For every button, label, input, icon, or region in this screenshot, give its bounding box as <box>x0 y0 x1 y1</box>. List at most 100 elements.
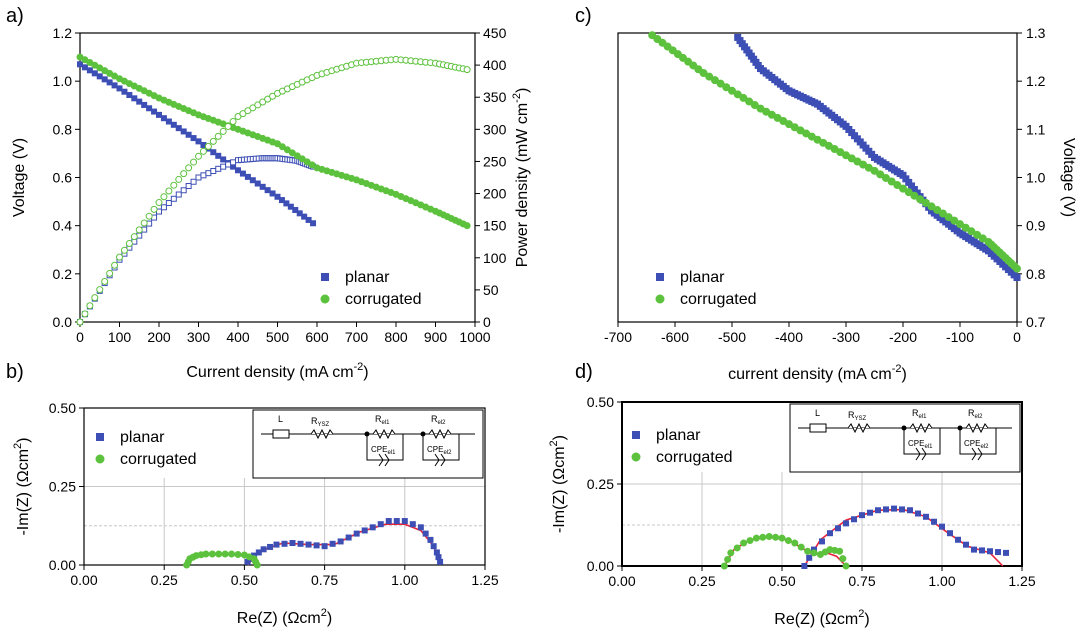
data-point-corrugated <box>96 286 104 294</box>
data-point-planar <box>220 156 227 163</box>
data-point-corrugated <box>722 83 731 92</box>
data-point-corrugated <box>175 175 183 183</box>
y-axis-title: Voltage (V) <box>11 138 28 217</box>
data-point-corrugated <box>759 533 767 541</box>
x-tick-label: 0 <box>76 329 84 345</box>
data-point-corrugated <box>772 533 780 541</box>
x-axis-title: current density (mA cm-2) <box>728 363 907 383</box>
data-point-corrugated <box>724 555 732 563</box>
data-point-corrugated <box>293 152 301 160</box>
data-point-planar <box>278 197 285 204</box>
data-point-planar <box>210 149 217 156</box>
x-axis-title-sup: -2 <box>354 361 364 373</box>
data-point-planar <box>151 108 158 115</box>
data-point-corrugated <box>278 143 286 151</box>
data-point-planar <box>91 70 98 77</box>
data-point-planar <box>121 88 128 95</box>
data-point-planar <box>200 172 207 179</box>
data-point-planar <box>116 85 123 92</box>
data-point-corrugated <box>195 152 202 160</box>
data-point-corrugated <box>950 216 959 225</box>
data-point-planar <box>899 506 905 513</box>
data-point-planar <box>77 61 83 68</box>
data-point-planar <box>437 558 444 565</box>
legend-label: planar <box>680 269 725 286</box>
x-tick-label: 0.25 <box>688 573 715 589</box>
data-point-planar <box>987 548 993 555</box>
x-tick-label: 0.50 <box>768 573 795 589</box>
data-point-planar <box>939 523 945 530</box>
y-axis-title: -Im(Z) (Ωcm2) <box>12 437 32 535</box>
x-tick-label: 0.25 <box>151 572 178 588</box>
data-point-planar <box>851 516 857 523</box>
data-point-corrugated <box>876 170 885 179</box>
legend: planar corrugated <box>320 269 422 308</box>
y2-tick-label: 300 <box>483 121 507 137</box>
data-point-corrugated <box>463 66 471 74</box>
data-point-corrugated <box>145 212 153 220</box>
x-tick-label: 400 <box>226 329 250 345</box>
data-point-corrugated <box>881 173 890 182</box>
y2-axis-title-main: Power density (mW cm <box>514 103 531 267</box>
data-point-planar <box>273 541 280 548</box>
legend-marker-corrugated <box>631 452 641 462</box>
data-point-planar <box>995 549 1001 556</box>
plot-frame <box>617 32 1018 323</box>
series-planar <box>77 61 317 227</box>
x-tick-label: 1.25 <box>1008 573 1035 589</box>
data-point-corrugated <box>303 158 311 166</box>
data-point-corrugated <box>81 310 89 318</box>
x-tick-label: 300 <box>187 329 211 345</box>
data-point-planar <box>369 524 376 531</box>
legend-marker-corrugated <box>655 294 665 304</box>
y2-tick-label: 200 <box>483 186 507 202</box>
y2-axis-title-end: ) <box>514 88 531 93</box>
x-axis-title-main: current density (mA cm <box>728 366 892 383</box>
data-point-planar <box>220 163 227 170</box>
data-point-corrugated <box>784 537 792 545</box>
data-point-corrugated <box>91 294 99 302</box>
y2-tick-label: 350 <box>483 89 507 105</box>
data-point-planar <box>1003 549 1009 556</box>
y-tick-label: 0.50 <box>587 394 614 410</box>
data-point-planar <box>274 193 281 200</box>
data-point-planar <box>165 200 172 207</box>
inset-label-cpe-sub: el1 <box>387 450 396 456</box>
data-point-planar <box>337 538 344 545</box>
cpe-branch <box>366 434 404 461</box>
x-tick-label: -100 <box>946 329 974 345</box>
y-axis-title: -Im(Z) (Ωcm2) <box>548 435 568 533</box>
data-point-corrugated <box>215 550 223 558</box>
data-point-corrugated <box>727 549 735 557</box>
series-corrugated <box>720 532 850 570</box>
cpe-branch <box>903 428 941 455</box>
resistor-el-symbol <box>909 422 933 434</box>
data-point-corrugated <box>870 166 879 175</box>
data-point-planar <box>175 191 182 198</box>
y-tick-label: 0.8 <box>1026 266 1046 282</box>
data-point-planar <box>190 178 197 185</box>
x-tick-label: 0.50 <box>231 572 258 588</box>
data-point-planar <box>126 92 133 99</box>
data-point-planar <box>210 167 217 174</box>
x-axis-title-main: Re(Z) (Ωcm <box>237 610 321 627</box>
data-point-planar <box>296 210 303 217</box>
data-point-planar <box>385 518 392 525</box>
data-point-corrugated <box>705 72 714 81</box>
x-axis-title: Re(Z) (Ωcm2) <box>237 607 332 627</box>
fit-line <box>803 508 1004 567</box>
inset-label-cpe-main: CPE <box>371 445 387 454</box>
data-point-corrugated <box>274 140 281 148</box>
x-tick-label: 0.75 <box>311 572 338 588</box>
data-point-corrugated <box>839 555 847 563</box>
data-point-planar <box>345 534 352 541</box>
data-point-planar <box>305 541 312 548</box>
data-point-corrugated <box>180 170 188 178</box>
inset-label-rysz-r: R <box>311 416 318 426</box>
data-point-planar <box>215 152 222 159</box>
data-point-corrugated <box>745 97 754 106</box>
data-point-planar <box>907 507 913 514</box>
legend-marker-planar <box>96 433 104 441</box>
inset-label-rel-sub: el1 <box>919 414 928 420</box>
y-tick-label: 0.25 <box>587 476 614 492</box>
